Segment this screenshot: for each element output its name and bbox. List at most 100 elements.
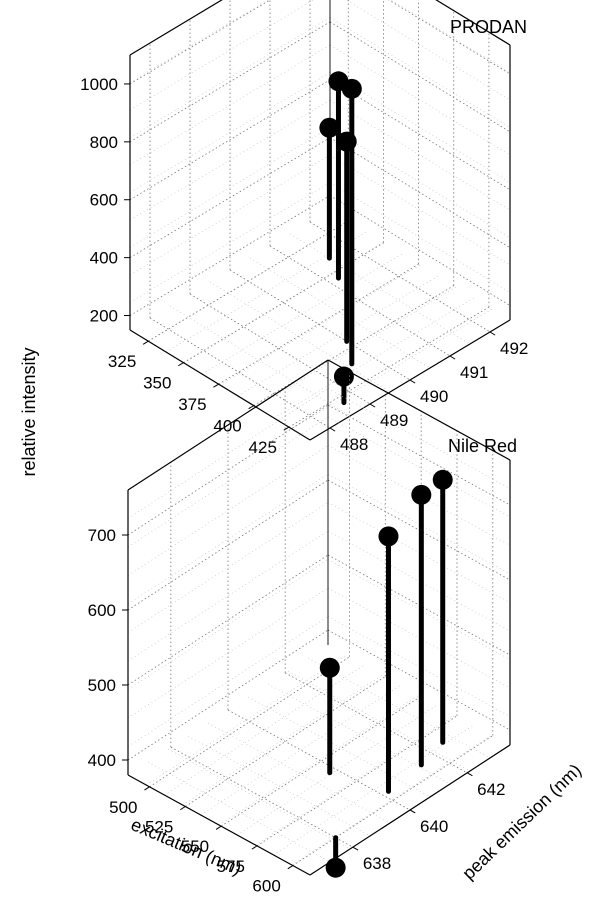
- y-tick-mark: [449, 355, 456, 360]
- y-tick-mark: [352, 846, 359, 851]
- x-axis-label: excitation (nm): [128, 814, 244, 879]
- floor-minor-grid: [165, 231, 367, 353]
- floor-grid-line: [170, 746, 354, 848]
- data-point[interactable]: [432, 469, 453, 490]
- x-tick-label: 550: [181, 837, 209, 856]
- floor-minor-grid: [182, 674, 383, 806]
- floor-grid-line: [189, 293, 371, 405]
- y-tick-mark: [329, 427, 336, 432]
- y-tick-label: 638: [363, 854, 391, 873]
- back-wall-grid-line: [327, 554, 511, 656]
- data-point[interactable]: [325, 857, 346, 878]
- z-tick-label: 600: [88, 601, 116, 620]
- panel-title-prodan: PRODAN: [450, 17, 527, 37]
- y-tick-label: 491: [460, 363, 488, 382]
- floor-minor-grid: [291, 734, 492, 866]
- back-wall-grid-line: [327, 404, 511, 506]
- box-edge: [435, 0, 511, 46]
- x-tick-label: 525: [145, 817, 173, 836]
- data-point[interactable]: [378, 526, 399, 547]
- z-tick-label: 1000: [80, 75, 118, 94]
- floor-grid-line: [220, 695, 422, 827]
- floor-grid-line: [309, 221, 491, 333]
- left-wall-minor-grid: [129, 99, 331, 221]
- floor-minor-grid: [164, 664, 365, 796]
- x-tick-mark: [144, 786, 150, 791]
- floor-grid-line: [149, 317, 331, 429]
- data-point[interactable]: [319, 657, 340, 678]
- floor-minor-grid: [255, 286, 457, 408]
- floor-minor-grid: [209, 281, 391, 393]
- left-wall-minor-grid: [129, 0, 269, 83]
- y-axis-label: relative intensity: [19, 347, 39, 476]
- z-tick-label: 400: [90, 249, 118, 268]
- back-wall-minor-grid: [329, 127, 511, 238]
- x-tick-mark: [287, 865, 294, 870]
- z-axis-label: peak emission (nm): [458, 760, 585, 883]
- x-tick-label: 600: [252, 877, 280, 896]
- floor-minor-grid: [167, 748, 351, 850]
- floor-minor-grid: [247, 696, 431, 798]
- box-edge: [129, 0, 223, 56]
- z-tick-label: 400: [88, 751, 116, 770]
- x-tick-label: 350: [143, 374, 171, 393]
- left-wall-minor-grid: [129, 127, 331, 248]
- floor-grid-line: [288, 306, 490, 428]
- floor-grid-line: [269, 245, 451, 357]
- x-tick-label: 575: [217, 857, 245, 876]
- z-tick-label: 200: [90, 307, 118, 326]
- back-wall-grid-line: [327, 629, 511, 731]
- back-wall-grid-line: [329, 195, 511, 306]
- floor-minor-grid: [291, 308, 493, 430]
- left-wall-grid-line: [129, 21, 331, 143]
- floor-grid-line: [227, 709, 411, 811]
- x-tick-mark: [142, 340, 149, 345]
- data-point[interactable]: [319, 117, 340, 138]
- floor-grid-line: [183, 242, 384, 363]
- back-wall-grid-line: [329, 79, 511, 191]
- data-point[interactable]: [411, 484, 432, 505]
- x-tick-mark: [178, 362, 184, 367]
- left-wall-minor-grid: [129, 182, 331, 303]
- z-tick-label: 700: [88, 526, 116, 545]
- x-tick-label: 375: [178, 395, 206, 414]
- box-edge: [127, 359, 329, 491]
- y-tick-mark: [409, 809, 416, 814]
- left-wall-grid-line: [129, 195, 331, 316]
- y-tick-label: 640: [420, 817, 448, 836]
- z-tick-label: 500: [88, 676, 116, 695]
- data-point[interactable]: [341, 78, 362, 99]
- floor-minor-grid: [207, 722, 391, 824]
- x-tick-label: 500: [109, 798, 137, 817]
- y-tick-mark: [489, 331, 496, 336]
- back-wall-minor-grid: [329, 99, 511, 211]
- left-wall-grid-line: [129, 79, 331, 201]
- floor-grid-line: [229, 269, 411, 381]
- floor-grid-line: [284, 672, 468, 774]
- x-tick-mark: [180, 806, 186, 811]
- back-wall-grid-line: [329, 21, 511, 133]
- x-tick-mark: [215, 825, 222, 830]
- back-wall-minor-grid: [329, 44, 511, 156]
- back-wall-minor-grid: [329, 154, 511, 266]
- floor-minor-grid: [289, 233, 471, 345]
- y-tick-mark: [369, 403, 376, 408]
- y-tick-label: 489: [380, 411, 408, 430]
- x-tick-mark: [251, 845, 258, 850]
- floor-minor-grid: [200, 684, 401, 816]
- back-wall-grid-line: [329, 137, 511, 248]
- x-tick-mark: [213, 383, 219, 388]
- box-edge: [127, 774, 311, 876]
- left-wall-grid-line: [129, 137, 331, 258]
- back-wall-grid-line: [388, 0, 511, 75]
- floor-minor-grid: [183, 242, 385, 364]
- floor-grid-line: [218, 263, 419, 385]
- data-point[interactable]: [333, 366, 354, 387]
- y-tick-mark: [409, 379, 416, 384]
- left-wall-minor-grid: [129, 154, 331, 276]
- left-wall-grid-line: [129, 0, 271, 85]
- x-tick-mark: [283, 426, 290, 431]
- box-edge: [129, 329, 311, 441]
- panel-nile-red: Nile Red 400 500 600 700 500 525 550 575 600 638 6…: [88, 359, 517, 896]
